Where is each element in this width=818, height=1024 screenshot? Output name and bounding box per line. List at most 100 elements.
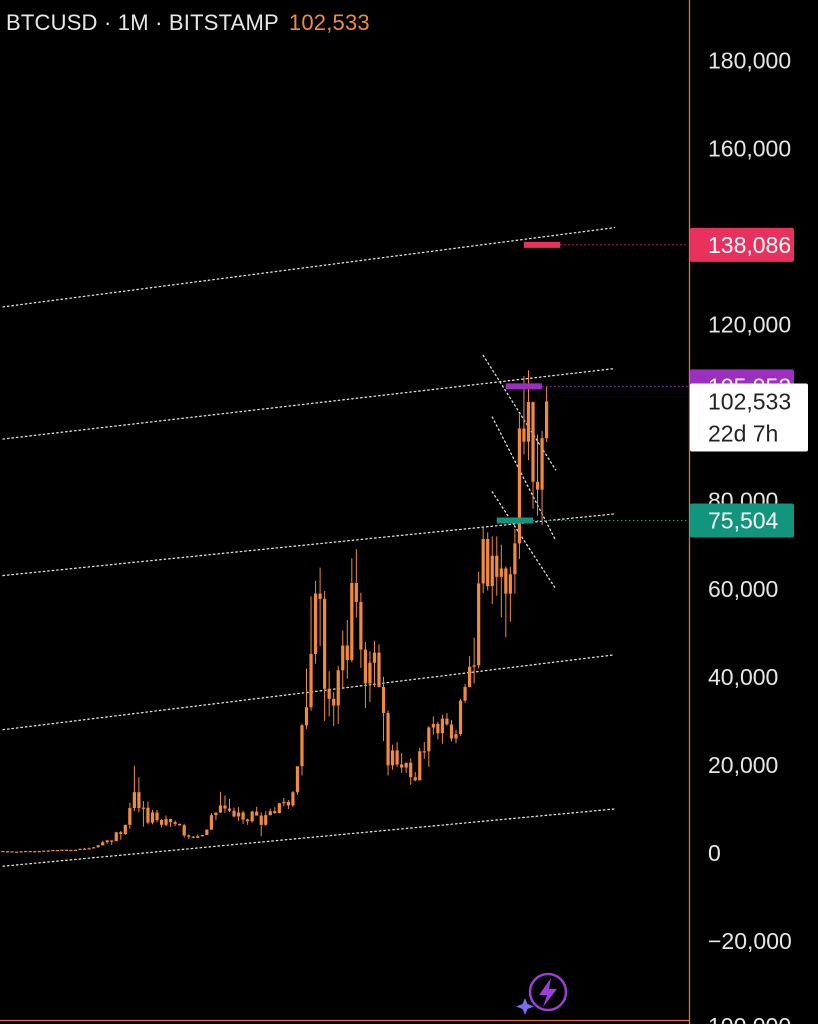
trendline-0[interactable] — [2, 808, 616, 867]
symbol-header[interactable]: BTCUSD · 1M · BITSTAMP 102,533 — [6, 10, 370, 36]
candle — [345, 620, 349, 679]
price-level-marker-0[interactable] — [523, 241, 561, 248]
candle — [440, 714, 445, 744]
candle — [37, 850, 41, 853]
candle — [304, 668, 309, 729]
candle-body — [105, 840, 109, 843]
candle — [119, 830, 123, 840]
candle-body — [10, 851, 14, 853]
candle — [223, 795, 227, 813]
candle-body — [64, 849, 69, 851]
candle — [499, 544, 503, 618]
price-level-marker-2[interactable] — [496, 517, 534, 524]
candle-body — [218, 805, 223, 813]
candle — [341, 630, 345, 689]
candle-body — [119, 832, 123, 835]
candle — [5, 851, 10, 853]
candle — [481, 527, 485, 594]
candle — [404, 762, 408, 773]
assistant-launcher-button[interactable] — [515, 970, 571, 1018]
candle-body — [182, 825, 186, 836]
candle-body — [69, 849, 73, 852]
candle-body — [323, 598, 327, 689]
candle — [78, 848, 82, 850]
trendline-2[interactable] — [2, 513, 616, 577]
candle-body — [150, 812, 155, 823]
candle-body — [259, 815, 263, 825]
candle — [354, 549, 358, 618]
last-price-tag-value: 102,533 — [708, 388, 791, 414]
candle-body — [96, 845, 100, 848]
candle-body — [14, 851, 19, 853]
candle — [10, 851, 14, 853]
candle — [164, 815, 168, 827]
candle — [137, 777, 141, 813]
candle — [205, 829, 209, 836]
candle — [82, 847, 87, 850]
candle-body — [101, 842, 105, 846]
candle-body — [472, 665, 476, 667]
last-price-tag — [690, 383, 808, 452]
candle-body — [33, 851, 37, 853]
candle-body — [37, 851, 41, 853]
candle — [363, 642, 367, 709]
candle — [508, 566, 512, 622]
price-axis[interactable]: 180,000160,000120,00080,00060,00040,0002… — [708, 47, 792, 1024]
trendline-6[interactable] — [491, 416, 557, 541]
trendline-group — [2, 226, 616, 867]
candle-body — [495, 555, 499, 577]
candle — [209, 812, 213, 831]
candle-body — [146, 807, 150, 823]
candle — [173, 820, 177, 827]
candle — [449, 719, 454, 742]
price-level-marker-1[interactable] — [505, 383, 543, 390]
price-axis-label: 60,000 — [708, 576, 778, 602]
candle-body — [132, 792, 136, 809]
trendline-1[interactable] — [2, 654, 616, 731]
price-axis-label-partial: 100,000 — [708, 1013, 791, 1024]
candle-body — [318, 593, 322, 599]
trendline-3[interactable] — [2, 367, 616, 440]
candle-body — [200, 834, 204, 837]
candle-body — [395, 750, 399, 765]
candle-body — [481, 538, 485, 584]
candle-body — [46, 850, 50, 852]
lightning-sparkle-icon — [516, 972, 568, 1015]
candle-body — [123, 824, 127, 835]
candle — [24, 850, 28, 853]
symbol-title[interactable]: BTCUSD · 1M · BITSTAMP — [6, 10, 279, 35]
candle-body — [128, 808, 132, 825]
candle — [1, 850, 5, 853]
candle-body — [377, 652, 381, 687]
candle-body — [336, 670, 340, 706]
candle-body — [196, 836, 200, 838]
candle-body — [354, 583, 358, 602]
candle-body — [60, 849, 64, 851]
candle — [472, 637, 476, 684]
marker-group — [496, 241, 688, 524]
candle-body — [372, 652, 377, 663]
candle — [413, 771, 417, 782]
candle-body — [332, 698, 336, 706]
candle — [295, 766, 300, 795]
trendline-7[interactable] — [491, 491, 557, 590]
candle — [268, 808, 272, 816]
candle-body — [368, 662, 372, 684]
candle — [73, 849, 78, 852]
candle-body — [114, 832, 118, 842]
candle-body — [255, 811, 259, 816]
candle-body — [449, 724, 454, 739]
candle — [110, 840, 114, 845]
candle-body — [241, 812, 245, 820]
candle — [327, 671, 331, 717]
candle — [377, 644, 381, 688]
candle-body — [250, 811, 254, 822]
candle — [146, 801, 150, 825]
candle — [128, 802, 132, 829]
candle — [467, 656, 472, 688]
candle-body — [341, 645, 345, 671]
candle — [431, 716, 435, 735]
trendline-4[interactable] — [2, 226, 616, 308]
candle-body — [209, 815, 213, 830]
